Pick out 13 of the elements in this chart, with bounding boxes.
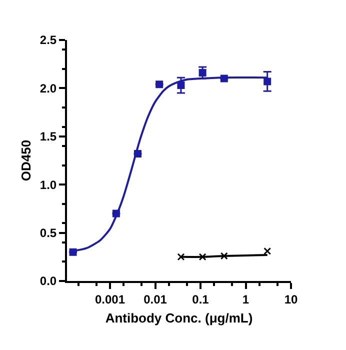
x-tick-label: 1 (242, 292, 250, 306)
x-tick-label: 0.001 (95, 292, 126, 306)
y-tick-label: 2.0 (40, 81, 57, 96)
x-tick-label: 10 (284, 292, 298, 306)
y-tick-label: 0.5 (40, 226, 57, 240)
y-tick-label: 1.5 (40, 130, 57, 144)
y-tick-label: 2.5 (40, 33, 57, 48)
x-axis-title: Antibody Conc. (μg/mL) (105, 310, 253, 326)
x-tick-label: 0.01 (144, 292, 168, 306)
x-tick-label: 0.1 (192, 292, 210, 306)
y-axis-title: OD450 (18, 140, 34, 182)
y-tick-label: 1.0 (40, 178, 57, 192)
y-tick-label: 0.0 (40, 274, 57, 288)
